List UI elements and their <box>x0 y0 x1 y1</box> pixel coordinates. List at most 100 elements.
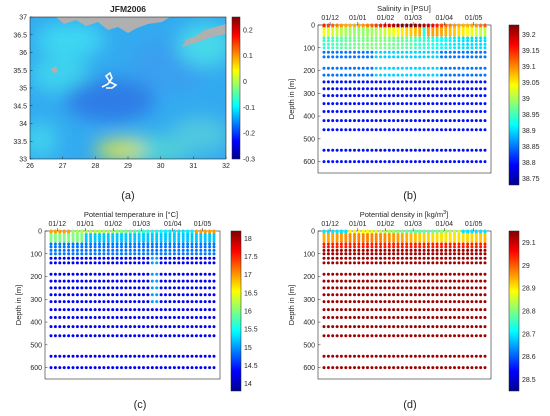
data-marker <box>366 334 369 338</box>
data-marker <box>208 325 212 329</box>
data-marker <box>67 300 71 304</box>
data-marker <box>366 239 369 243</box>
data-marker <box>444 272 448 276</box>
data-marker <box>58 279 62 283</box>
data-marker <box>344 261 348 265</box>
data-marker <box>361 316 365 319</box>
data-marker <box>331 31 335 35</box>
data-marker <box>75 235 79 239</box>
data-marker <box>405 31 409 35</box>
data-marker <box>181 235 185 239</box>
data-marker <box>396 46 400 50</box>
data-marker <box>361 87 365 91</box>
data-marker <box>422 27 426 31</box>
data-marker <box>422 160 426 164</box>
data-marker <box>387 235 391 239</box>
data-marker <box>444 29 448 33</box>
data-marker <box>181 256 185 260</box>
data-marker <box>102 293 106 297</box>
data-marker <box>474 110 478 113</box>
data-marker <box>190 286 194 290</box>
data-marker <box>353 66 356 70</box>
data-marker <box>435 279 439 283</box>
data-marker <box>344 55 348 59</box>
x-tick-label: 01/12 <box>48 221 66 228</box>
data-marker <box>150 245 154 249</box>
data-marker <box>335 334 339 338</box>
data-marker <box>361 31 365 35</box>
map-land-north <box>30 17 170 33</box>
data-marker <box>75 242 79 246</box>
data-marker <box>387 308 391 312</box>
data-marker <box>115 293 119 297</box>
data-marker <box>177 235 181 239</box>
data-marker <box>457 87 461 91</box>
data-marker <box>146 248 150 252</box>
data-marker <box>75 261 79 265</box>
data-marker <box>75 366 79 370</box>
data-marker <box>379 316 383 319</box>
data-marker <box>75 245 79 249</box>
x-tick-label: 01/05 <box>465 221 483 228</box>
data-marker <box>379 119 383 123</box>
data-marker <box>133 239 137 243</box>
data-marker <box>62 242 66 246</box>
data-marker <box>418 252 422 256</box>
data-marker <box>422 148 426 152</box>
data-marker <box>199 325 203 329</box>
data-marker <box>348 272 352 276</box>
panel-a-colorbar-tick: -0.2 <box>243 131 255 138</box>
data-marker <box>102 252 106 256</box>
data-marker <box>71 279 75 283</box>
data-marker <box>177 233 181 237</box>
data-marker <box>387 256 391 260</box>
data-marker <box>124 235 128 239</box>
data-marker <box>474 272 478 276</box>
data-marker <box>387 33 391 37</box>
data-marker <box>339 80 343 84</box>
data-marker <box>159 286 163 290</box>
data-marker <box>80 293 84 297</box>
data-marker <box>400 66 404 70</box>
data-marker <box>344 286 348 290</box>
data-marker <box>418 308 422 312</box>
data-marker <box>379 286 383 290</box>
data-marker <box>159 239 163 243</box>
data-marker <box>120 272 123 276</box>
data-marker <box>479 233 483 237</box>
data-marker <box>106 366 110 370</box>
data-marker <box>431 148 435 152</box>
data-marker <box>335 256 339 260</box>
data-marker <box>422 354 426 358</box>
data-marker <box>440 46 443 50</box>
data-marker <box>483 279 487 283</box>
data-marker <box>474 325 478 329</box>
data-marker <box>190 366 194 370</box>
data-marker <box>466 27 470 31</box>
data-marker <box>357 325 361 329</box>
data-marker <box>448 325 452 329</box>
data-marker <box>194 366 198 370</box>
data-marker <box>168 242 172 246</box>
data-marker <box>392 286 396 290</box>
data-marker <box>426 279 430 283</box>
data-marker <box>339 245 343 249</box>
data-marker <box>344 160 348 164</box>
data-marker <box>80 316 84 319</box>
data-marker <box>137 286 141 290</box>
data-marker <box>102 325 106 329</box>
data-marker <box>53 233 57 237</box>
data-marker <box>353 160 356 164</box>
data-marker <box>212 334 216 338</box>
data-marker <box>194 325 198 329</box>
data-marker <box>348 102 352 106</box>
data-marker <box>84 252 88 256</box>
y-tick-label: 300 <box>303 91 315 98</box>
data-marker <box>335 233 339 237</box>
data-marker <box>431 39 435 43</box>
data-marker <box>348 50 352 54</box>
data-marker <box>400 29 404 33</box>
data-marker <box>396 73 400 77</box>
data-marker <box>466 39 470 43</box>
